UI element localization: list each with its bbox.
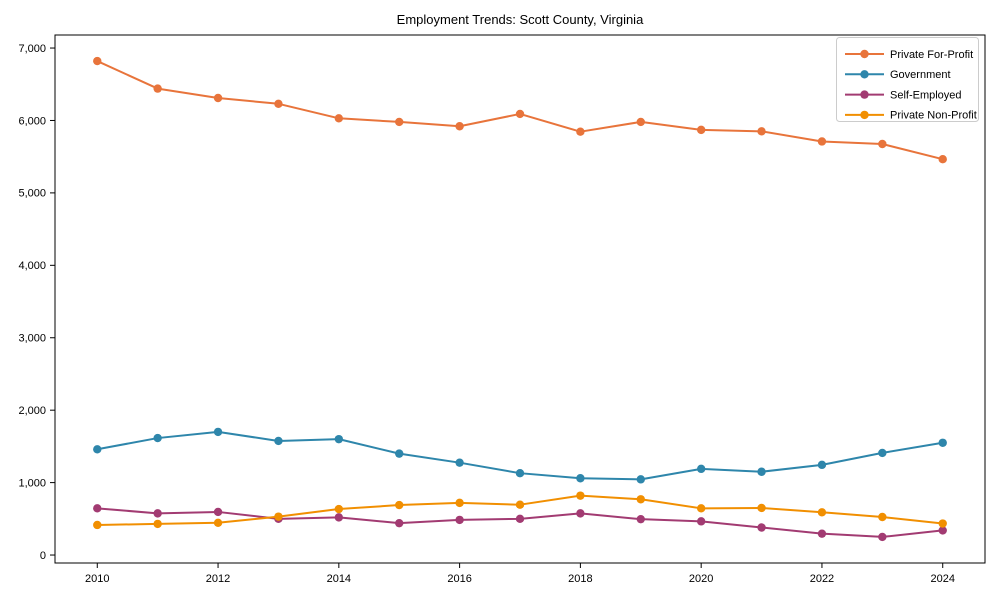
data-point-government-2016	[455, 458, 464, 467]
series-private-non-profit	[93, 491, 947, 530]
plot-area-frame	[54, 34, 986, 564]
y-axis-tick-label: 3,000	[18, 333, 46, 345]
y-axis-tick-label: 0	[40, 550, 46, 562]
data-point-self-employed-2015	[395, 518, 404, 528]
data-point-government-2012	[213, 427, 223, 437]
data-point-private-for-profit-2018	[576, 127, 585, 136]
data-point-private-for-profit-2013	[274, 99, 283, 109]
x-axis-tick-label: 2024	[930, 573, 954, 585]
legend: Private For-Profit Government Self-Employe…	[836, 37, 979, 122]
x-axis-tick-label: 2020	[689, 573, 713, 585]
data-point-private-for-profit-2011	[153, 84, 162, 93]
data-point-self-employed-2016	[455, 515, 464, 525]
data-point-private-for-profit-2023	[878, 139, 887, 149]
data-point-private-non-profit-2012	[213, 518, 223, 528]
x-axis-tick-label: 2012	[206, 573, 230, 585]
x-axis-tick-label: 2016	[447, 573, 471, 585]
y-axis-tick-label: 1,000	[18, 477, 46, 489]
legend-marker	[860, 70, 869, 79]
legend-label: Private For-Profit	[890, 49, 973, 61]
data-point-private-non-profit-2015	[395, 500, 404, 510]
data-point-self-employed-2012	[213, 507, 223, 517]
data-point-government-2010	[93, 445, 102, 454]
legend-label: Private Non-Profit	[890, 110, 977, 122]
y-axis-tick-label: 7,000	[18, 43, 46, 55]
data-point-private-non-profit-2011	[153, 519, 162, 529]
y-axis-tick-label: 5,000	[18, 188, 46, 200]
data-point-private-for-profit-2010	[93, 56, 102, 66]
data-point-government-2020	[696, 464, 706, 474]
data-point-private-for-profit-2017	[515, 109, 525, 119]
data-point-private-for-profit-2012	[213, 93, 223, 103]
x-axis-tick-label: 2010	[85, 573, 109, 585]
data-point-government-2023	[878, 448, 887, 458]
legend-label: Self-Employed	[890, 89, 962, 101]
chart-title: Employment Trends: Scott County, Virgini…	[397, 12, 644, 27]
y-axis-tick-label: 4,000	[18, 260, 46, 272]
data-point-government-2019	[636, 475, 645, 484]
data-point-government-2018	[576, 474, 585, 483]
data-point-private-non-profit-2018	[576, 491, 585, 500]
y-axis-tick-label: 6,000	[18, 115, 46, 127]
data-point-private-for-profit-2020	[696, 125, 706, 135]
legend-item-government: Government	[845, 69, 951, 81]
data-point-private-non-profit-2024	[938, 519, 947, 528]
series-government	[93, 427, 947, 484]
data-point-self-employed-2022	[817, 529, 827, 538]
data-point-private-non-profit-2023	[878, 512, 887, 522]
data-point-private-non-profit-2014	[334, 504, 344, 514]
data-point-self-employed-2010	[93, 504, 102, 513]
data-point-government-2014	[334, 434, 344, 444]
data-point-private-non-profit-2010	[93, 520, 102, 530]
data-point-self-employed-2024	[938, 526, 947, 535]
data-point-government-2013	[274, 436, 283, 446]
data-point-self-employed-2014	[334, 513, 344, 522]
series-private-for-profit	[93, 56, 947, 164]
data-point-private-for-profit-2016	[455, 122, 464, 131]
data-point-private-for-profit-2019	[636, 117, 645, 127]
data-point-government-2021	[757, 467, 766, 476]
legend-box	[836, 37, 979, 122]
series-self-employed	[93, 504, 947, 542]
legend-marker	[860, 49, 869, 59]
data-point-self-employed-2023	[878, 532, 887, 542]
data-point-private-non-profit-2013	[274, 512, 283, 521]
legend-item-self-employed: Self-Employed	[845, 89, 962, 101]
data-point-private-for-profit-2021	[757, 127, 766, 136]
data-point-government-2022	[817, 460, 827, 470]
data-point-government-2024	[938, 438, 947, 447]
data-point-private-non-profit-2020	[696, 504, 706, 513]
data-point-private-for-profit-2014	[334, 114, 344, 123]
data-point-private-non-profit-2022	[817, 508, 827, 517]
x-axis-tick-label: 2022	[810, 573, 834, 585]
data-point-private-non-profit-2021	[757, 503, 766, 513]
legend-marker	[860, 110, 869, 120]
data-point-private-non-profit-2016	[455, 498, 464, 508]
data-point-private-for-profit-2015	[395, 117, 404, 127]
data-point-government-2011	[153, 433, 162, 443]
data-point-private-for-profit-2022	[817, 137, 827, 146]
legend-item-private-non-profit: Private Non-Profit	[845, 110, 977, 122]
data-point-self-employed-2021	[757, 523, 766, 532]
data-point-self-employed-2020	[696, 517, 706, 526]
legend-marker	[860, 90, 869, 99]
data-point-private-for-profit-2024	[938, 155, 947, 164]
data-point-government-2015	[395, 449, 404, 458]
data-point-self-employed-2019	[636, 514, 645, 524]
data-point-self-employed-2011	[153, 509, 162, 518]
legend-item-private-for-profit: Private For-Profit	[845, 49, 973, 61]
legend-label: Government	[890, 69, 951, 81]
x-axis-tick-label: 2014	[327, 573, 351, 585]
data-point-government-2017	[515, 468, 525, 478]
data-point-self-employed-2018	[576, 509, 585, 518]
x-axis-tick-label: 2018	[568, 573, 592, 585]
data-point-private-non-profit-2017	[515, 500, 525, 509]
data-point-private-non-profit-2019	[636, 495, 645, 504]
y-axis-tick-label: 2,000	[18, 405, 46, 417]
data-point-self-employed-2017	[515, 514, 525, 524]
